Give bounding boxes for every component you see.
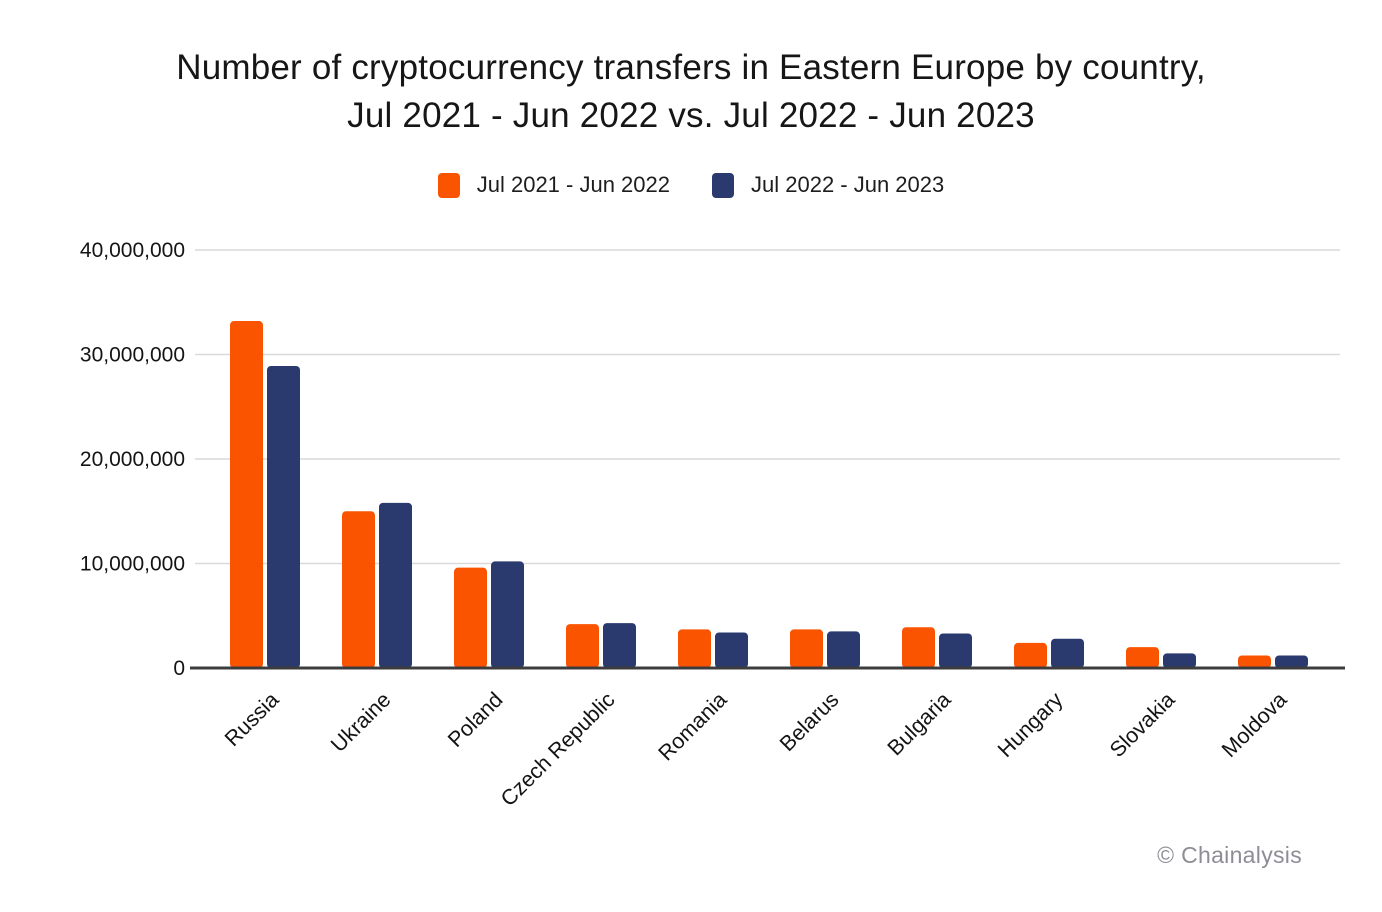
bar-romania-series-1	[715, 632, 748, 668]
bar-czech-republic-series-0	[566, 624, 599, 668]
y-tick-label: 20,000,000	[80, 448, 185, 471]
bar-belarus-series-0	[790, 629, 823, 668]
x-category-label-hungary: Hungary	[993, 687, 1068, 762]
bar-slovakia-series-0	[1126, 647, 1159, 668]
bar-russia-series-1	[267, 365, 300, 668]
bar-moldova-series-0	[1238, 655, 1271, 668]
x-category-label-belarus: Belarus	[775, 688, 844, 757]
legend-label-2022: Jul 2022 - Jun 2023	[751, 172, 945, 197]
x-category-label-poland: Poland	[443, 688, 507, 752]
legend-label-2021: Jul 2021 - Jun 2022	[476, 172, 670, 197]
legend-swatch-2021	[437, 172, 460, 198]
x-category-label-moldova: Moldova	[1217, 688, 1291, 762]
legend-item-2021: Jul 2021 - Jun 2022	[437, 172, 670, 198]
chart-title: Number of cryptocurrency transfers in Ea…	[0, 44, 1382, 140]
bar-slovakia-series-1	[1163, 653, 1196, 668]
bar-belarus-series-1	[827, 631, 860, 668]
y-tick-label: 30,000,000	[80, 344, 185, 367]
bar-czech-republic-series-1	[603, 623, 636, 668]
bar-bulgaria-series-1	[939, 633, 972, 668]
bar-bulgaria-series-0	[902, 627, 935, 668]
bar-poland-series-0	[454, 567, 487, 668]
legend: Jul 2021 - Jun 2022 Jul 2022 - Jun 2023	[0, 172, 1382, 198]
bar-poland-series-1	[491, 561, 524, 668]
bar-ukraine-series-0	[342, 511, 375, 668]
bar-ukraine-series-1	[379, 502, 412, 668]
x-category-label-ukraine: Ukraine	[326, 688, 395, 757]
chart-title-line-2: Jul 2021 - Jun 2022 vs. Jul 2022 - Jun 2…	[347, 95, 1035, 135]
x-category-label-russia: Russia	[220, 688, 283, 751]
y-tick-label: 10,000,000	[80, 553, 185, 576]
chart-title-line-1: Number of cryptocurrency transfers in Ea…	[176, 48, 1206, 87]
y-tick-label: 0	[173, 657, 185, 680]
bar-moldova-series-1	[1275, 655, 1308, 668]
x-category-label-czech-republic: Czech Republic	[496, 687, 620, 811]
x-category-label-bulgaria: Bulgaria	[883, 688, 956, 761]
y-tick-label: 40,000,000	[80, 239, 185, 262]
x-category-label-romania: Romania	[654, 688, 732, 766]
chainalysis-watermark: © Chainalysis	[1157, 842, 1302, 868]
bar-romania-series-0	[678, 629, 711, 668]
bar-russia-series-0	[230, 321, 263, 668]
bar-hungary-series-1	[1051, 638, 1084, 668]
legend-item-2022: Jul 2022 - Jun 2023	[712, 172, 944, 198]
bar-hungary-series-0	[1014, 642, 1047, 668]
x-category-label-slovakia: Slovakia	[1105, 688, 1179, 762]
legend-swatch-2022	[712, 172, 734, 198]
